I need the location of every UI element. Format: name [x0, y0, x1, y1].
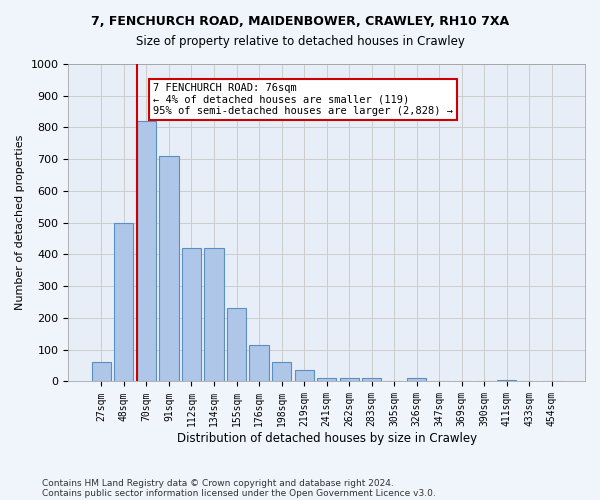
Text: 7, FENCHURCH ROAD, MAIDENBOWER, CRAWLEY, RH10 7XA: 7, FENCHURCH ROAD, MAIDENBOWER, CRAWLEY,… — [91, 15, 509, 28]
Bar — [92, 362, 111, 382]
Bar — [182, 248, 201, 382]
Text: Contains HM Land Registry data © Crown copyright and database right 2024.: Contains HM Land Registry data © Crown c… — [42, 478, 394, 488]
Bar — [317, 378, 336, 382]
Bar — [137, 121, 156, 382]
Text: 7 FENCHURCH ROAD: 76sqm
← 4% of detached houses are smaller (119)
95% of semi-de: 7 FENCHURCH ROAD: 76sqm ← 4% of detached… — [153, 83, 453, 116]
Bar — [250, 345, 269, 382]
Bar — [362, 378, 381, 382]
Bar — [227, 308, 246, 382]
Text: Size of property relative to detached houses in Crawley: Size of property relative to detached ho… — [136, 35, 464, 48]
Text: Contains public sector information licensed under the Open Government Licence v3: Contains public sector information licen… — [42, 488, 436, 498]
Bar — [114, 222, 133, 382]
Bar — [497, 380, 517, 382]
Y-axis label: Number of detached properties: Number of detached properties — [15, 135, 25, 310]
Bar — [295, 370, 314, 382]
Bar — [205, 248, 224, 382]
Bar — [272, 362, 291, 382]
Bar — [340, 378, 359, 382]
Bar — [407, 378, 427, 382]
Bar — [160, 156, 179, 382]
X-axis label: Distribution of detached houses by size in Crawley: Distribution of detached houses by size … — [176, 432, 477, 445]
